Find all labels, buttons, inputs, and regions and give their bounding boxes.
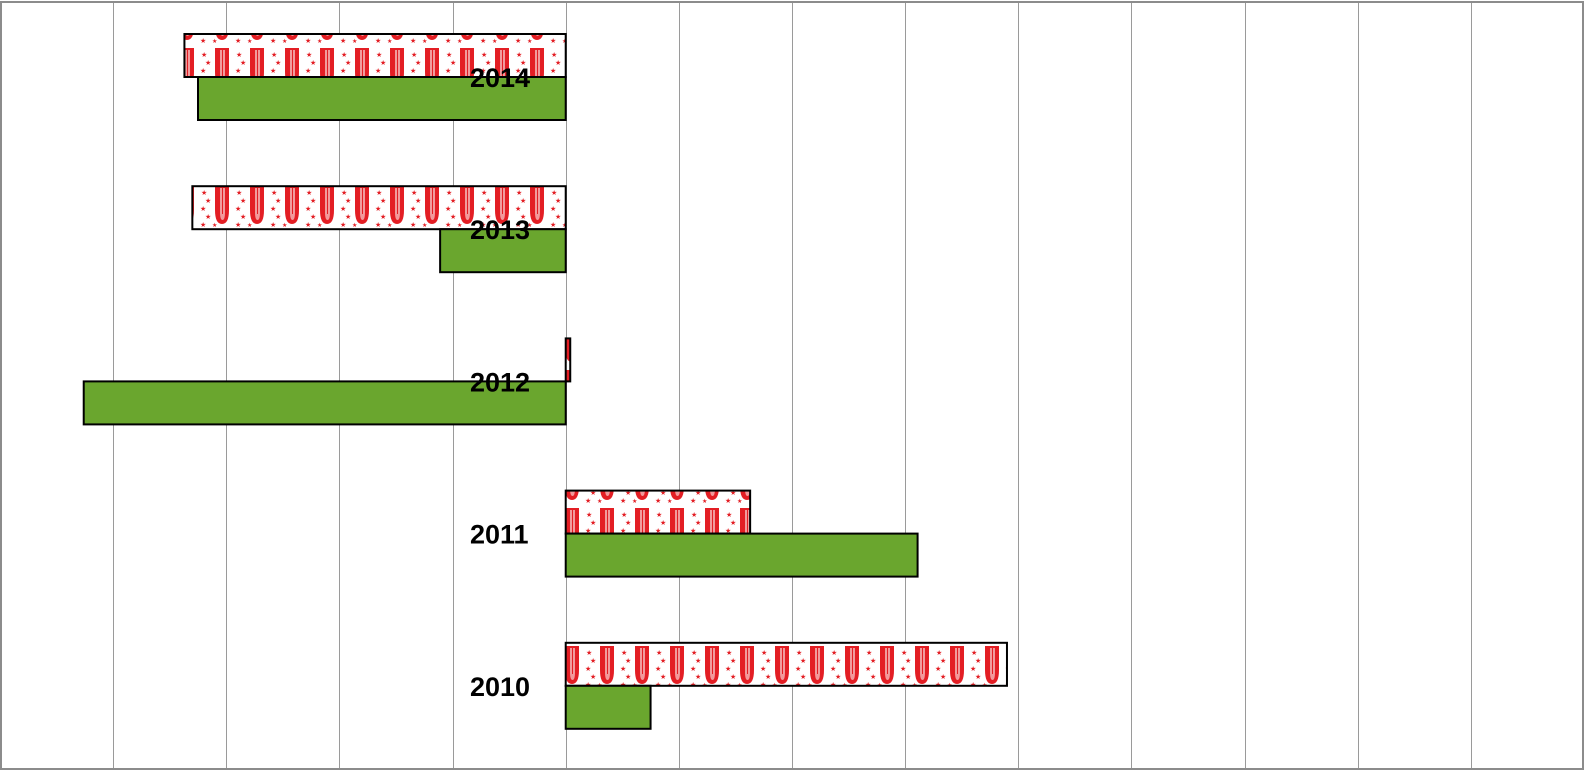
bar-series-1-2011 — [564, 489, 752, 535]
bar-series-2-2012 — [82, 380, 567, 426]
bar-series-2-2011 — [564, 532, 919, 578]
bar-series-1-2014 — [183, 33, 567, 78]
bar-series-1-2013 — [191, 185, 567, 231]
category-label-2011: 2011 — [470, 520, 529, 550]
bar-series-1-2010 — [564, 641, 1008, 687]
bar-series-2-2010 — [564, 684, 652, 730]
bar-series-2-2013 — [439, 228, 567, 274]
category-label-2013: 2013 — [470, 215, 530, 245]
category-label-2012: 2012 — [470, 367, 530, 397]
bar-series-1-2012 — [564, 337, 572, 383]
category-label-2014: 2014 — [470, 63, 530, 93]
category-labels: 2014 2013 2012 2011 2010 — [470, 63, 530, 702]
bars — [82, 33, 1008, 730]
bar-series-2-2014 — [197, 76, 567, 121]
category-label-2010: 2010 — [470, 672, 530, 702]
